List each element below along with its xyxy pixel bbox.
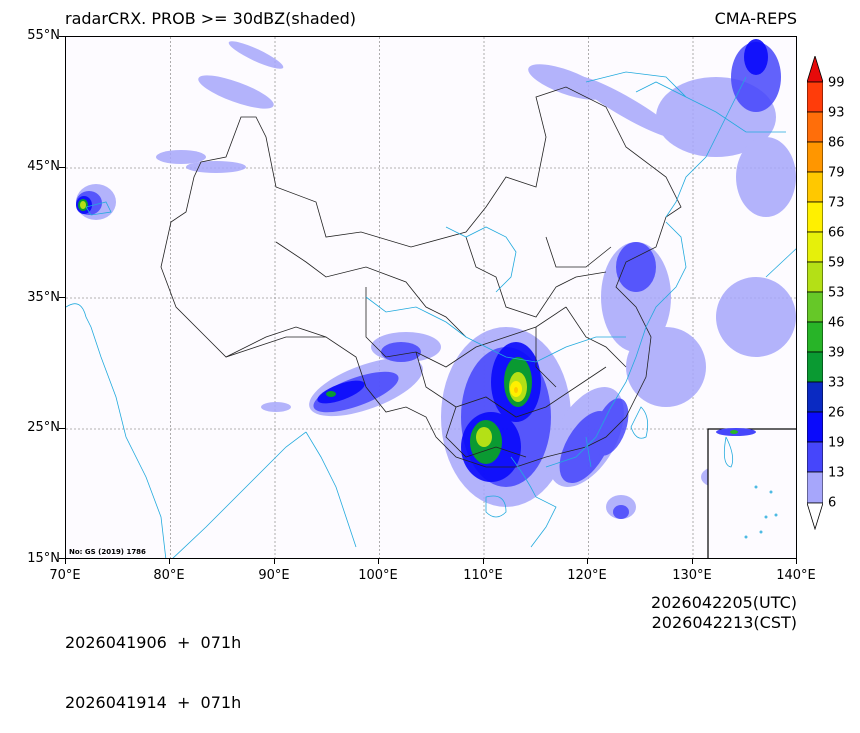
coastlines-rivers (66, 71, 796, 558)
colorbar-label-66: 66 (828, 225, 845, 241)
map-approval-number: No: GS (2019) 1786 (69, 548, 146, 556)
y-tick (59, 297, 65, 298)
colorbar-label-26: 26 (828, 405, 845, 421)
colorbar-label-99: 99 (828, 75, 845, 91)
valid-time-cst: 2026042213(CST) (651, 613, 797, 632)
x-tick (378, 559, 379, 564)
south-china-sea-inset (707, 428, 796, 558)
x-tick (274, 559, 275, 564)
colorbar-label-93: 93 (828, 105, 845, 121)
y-tick-label-55n: 55°N (27, 28, 60, 43)
colorbar-label-53: 53 (828, 285, 845, 301)
init-time-cst: 2026041914 + 071h (65, 693, 242, 712)
x-tick-label-100e: 100°E (358, 568, 398, 583)
model-name: CMA-REPS (714, 9, 797, 28)
x-tick (65, 559, 66, 564)
x-tick-label-70e: 70°E (49, 568, 81, 583)
colorbar-label-33: 33 (828, 375, 845, 391)
colorbar-label-86: 86 (828, 135, 845, 151)
map-canvas (66, 37, 796, 558)
x-tick (587, 559, 588, 564)
colorbar-label-39: 39 (828, 345, 845, 361)
y-tick (59, 558, 65, 559)
x-tick (169, 559, 170, 564)
x-tick-label-130e: 130°E (672, 568, 712, 583)
colorbar-label-79: 79 (828, 165, 845, 181)
x-tick (692, 559, 693, 564)
y-tick-label-45n: 45°N (27, 159, 60, 174)
y-tick (59, 428, 65, 429)
colorbar-label-6: 6 (828, 495, 837, 511)
chart-title: radarCRX. PROB >= 30dBZ(shaded) (65, 9, 357, 28)
x-tick-label-80e: 80°E (153, 568, 185, 583)
map-plot-area[interactable]: No: GS (2019) 1786 (65, 36, 797, 559)
colorbar-label-19: 19 (828, 435, 845, 451)
colorbar-label-59: 59 (828, 255, 845, 271)
valid-time-block: 2026042205(UTC) 2026042213(CST) (651, 593, 797, 633)
x-tick (483, 559, 484, 564)
x-tick-label-120e: 120°E (567, 568, 607, 583)
colorbar (807, 56, 823, 530)
init-time-block: 2026041906 + 071h 2026041914 + 071h (65, 593, 241, 733)
admin-borders (160, 86, 682, 468)
colorbar-label-13: 13 (828, 465, 845, 481)
prob-shading-73 (514, 387, 518, 393)
x-tick-label-140e: 140°E (776, 568, 816, 583)
y-tick-label-25n: 25°N (27, 420, 60, 435)
valid-time-utc: 2026042205(UTC) (651, 593, 797, 612)
init-time-utc: 2026041906 + 071h (65, 633, 242, 652)
y-tick-label-15n: 15°N (27, 551, 60, 566)
prob-shading-6 (76, 41, 796, 519)
y-tick (59, 167, 65, 168)
x-tick-label-110e: 110°E (463, 568, 503, 583)
x-tick (796, 559, 797, 564)
x-tick-label-90e: 90°E (258, 568, 290, 583)
y-tick-label-35n: 35°N (27, 290, 60, 305)
colorbar-label-73: 73 (828, 195, 845, 211)
y-tick (59, 36, 65, 37)
colorbar-label-46: 46 (828, 315, 845, 331)
